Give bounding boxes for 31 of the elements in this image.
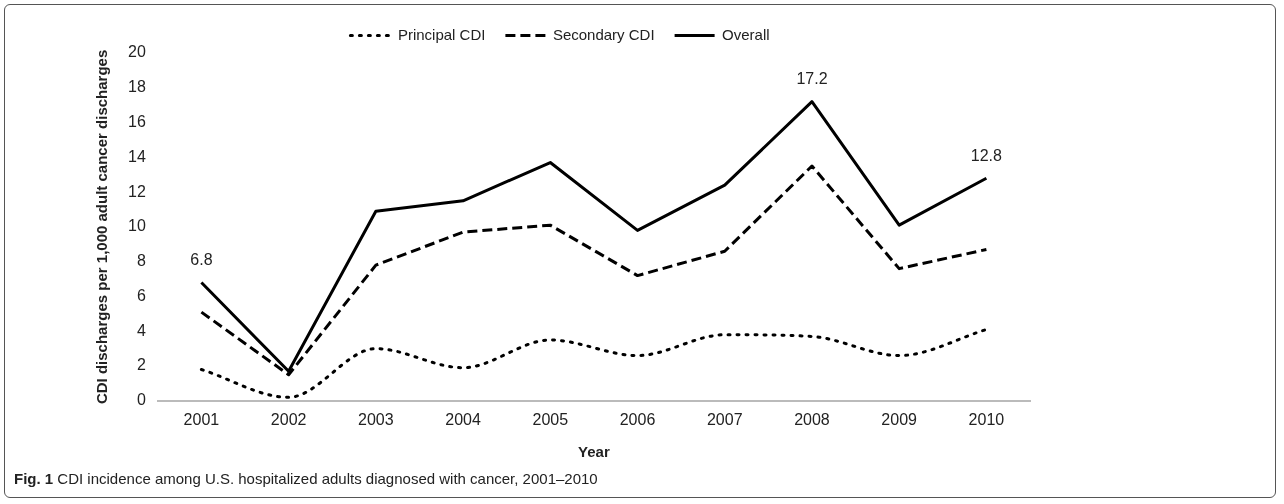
legend-label: Principal CDI [397, 25, 486, 43]
x-tick-label: 2010 [968, 410, 1005, 428]
y-axis-title: CDI discharges per 1,000 adult cancer discharges [93, 49, 111, 405]
x-tick-label: 2006 [619, 410, 656, 428]
x-tick-label: 2009 [881, 410, 918, 428]
y-tick-label: 6 [136, 286, 146, 304]
x-tick-label: 2002 [270, 410, 307, 428]
y-tick-label: 14 [128, 147, 146, 165]
y-tick-label: 0 [136, 391, 146, 409]
data-label: 6.8 [190, 250, 213, 268]
caption: Fig. 1 CDI incidence among U.S. hospitalized adults diagnosed with cancer, 2001–2010 [14, 470, 598, 487]
y-tick-label: 12 [128, 182, 146, 200]
line-series [199, 328, 988, 399]
x-tick-label: 2008 [794, 410, 830, 428]
y-tick-label: 18 [128, 78, 146, 96]
y-tick-label: 8 [136, 252, 146, 270]
data-label: 12.8 [970, 146, 1003, 164]
y-tick-label: 20 [128, 43, 146, 61]
x-tick-label: 2005 [532, 410, 569, 428]
x-axis-title: Year [578, 443, 610, 461]
y-tick-label: 10 [128, 217, 146, 235]
x-tick-label: 2004 [445, 410, 481, 428]
y-tick-label: 2 [136, 356, 146, 374]
y-tick-label: 4 [136, 321, 146, 339]
x-tick-label: 2003 [358, 410, 394, 428]
x-tick-label: 2001 [183, 410, 220, 428]
legend-label: Secondary CDI [552, 25, 655, 43]
y-tick-label: 16 [128, 112, 146, 130]
legend-label: Overall [722, 25, 770, 43]
x-tick-label: 2007 [706, 410, 743, 428]
data-label: 17.2 [796, 70, 828, 88]
